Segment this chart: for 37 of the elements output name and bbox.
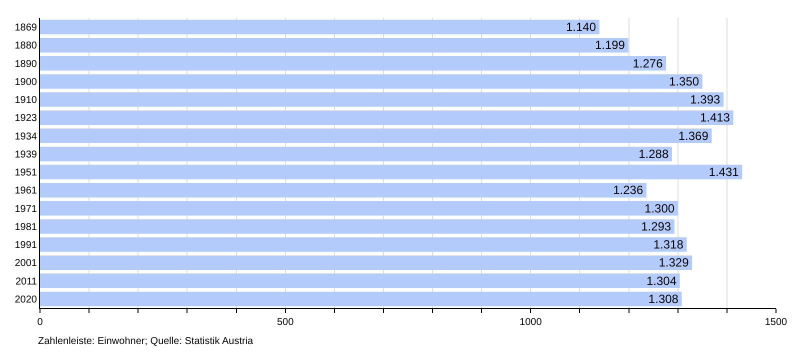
data-label: 1.288 [638, 146, 669, 161]
data-label: 1.413 [700, 110, 730, 125]
y-tick-label: 1961 [14, 186, 38, 197]
data-label: 1.304 [646, 274, 677, 288]
y-tick-label: 2020 [14, 294, 38, 306]
data-label: 1.350 [669, 74, 700, 88]
y-tick-label: 1951 [14, 168, 38, 179]
data-label: 1.199 [594, 38, 626, 52]
x-tick-label: 1500 [764, 317, 788, 328]
data-label: 1.300 [644, 201, 675, 216]
y-tick-label: 1900 [14, 76, 38, 88]
data-label: 1.308 [648, 292, 679, 306]
data-label: 1.236 [613, 183, 644, 198]
y-tick-label: 1981 [14, 222, 38, 233]
y-tick-label: 1869 [14, 22, 38, 34]
x-tick-label: 0 [37, 317, 44, 328]
y-tick-label: 1880 [14, 40, 38, 52]
y-tick-label: 2011 [15, 276, 38, 288]
x-tick-label: 1000 [520, 317, 542, 328]
data-label: 1.140 [566, 20, 596, 34]
data-label: 1.431 [708, 165, 740, 180]
y-tick-label: 1923 [14, 113, 38, 124]
y-tick-label: 1934 [14, 131, 38, 142]
y-tick-label: 1890 [14, 58, 38, 70]
data-label: 1.393 [690, 92, 720, 107]
y-tick-label: 1939 [14, 149, 38, 160]
y-tick-label: 1971 [14, 204, 38, 215]
data-label: 1.293 [641, 219, 672, 234]
text: Zahlenleiste: Einwohner; Quelle: Statistik Austria [38, 336, 254, 347]
data-label: 1.276 [632, 56, 664, 70]
data-label: 1.318 [653, 238, 684, 252]
y-tick-label: 1910 [14, 95, 38, 106]
data-label: 1.329 [658, 256, 690, 270]
y-tick-label: 1991 [14, 240, 38, 252]
y-tick-label: 2001 [14, 258, 38, 270]
data-label: 1.369 [678, 128, 709, 143]
x-tick-label: 500 [276, 317, 294, 328]
